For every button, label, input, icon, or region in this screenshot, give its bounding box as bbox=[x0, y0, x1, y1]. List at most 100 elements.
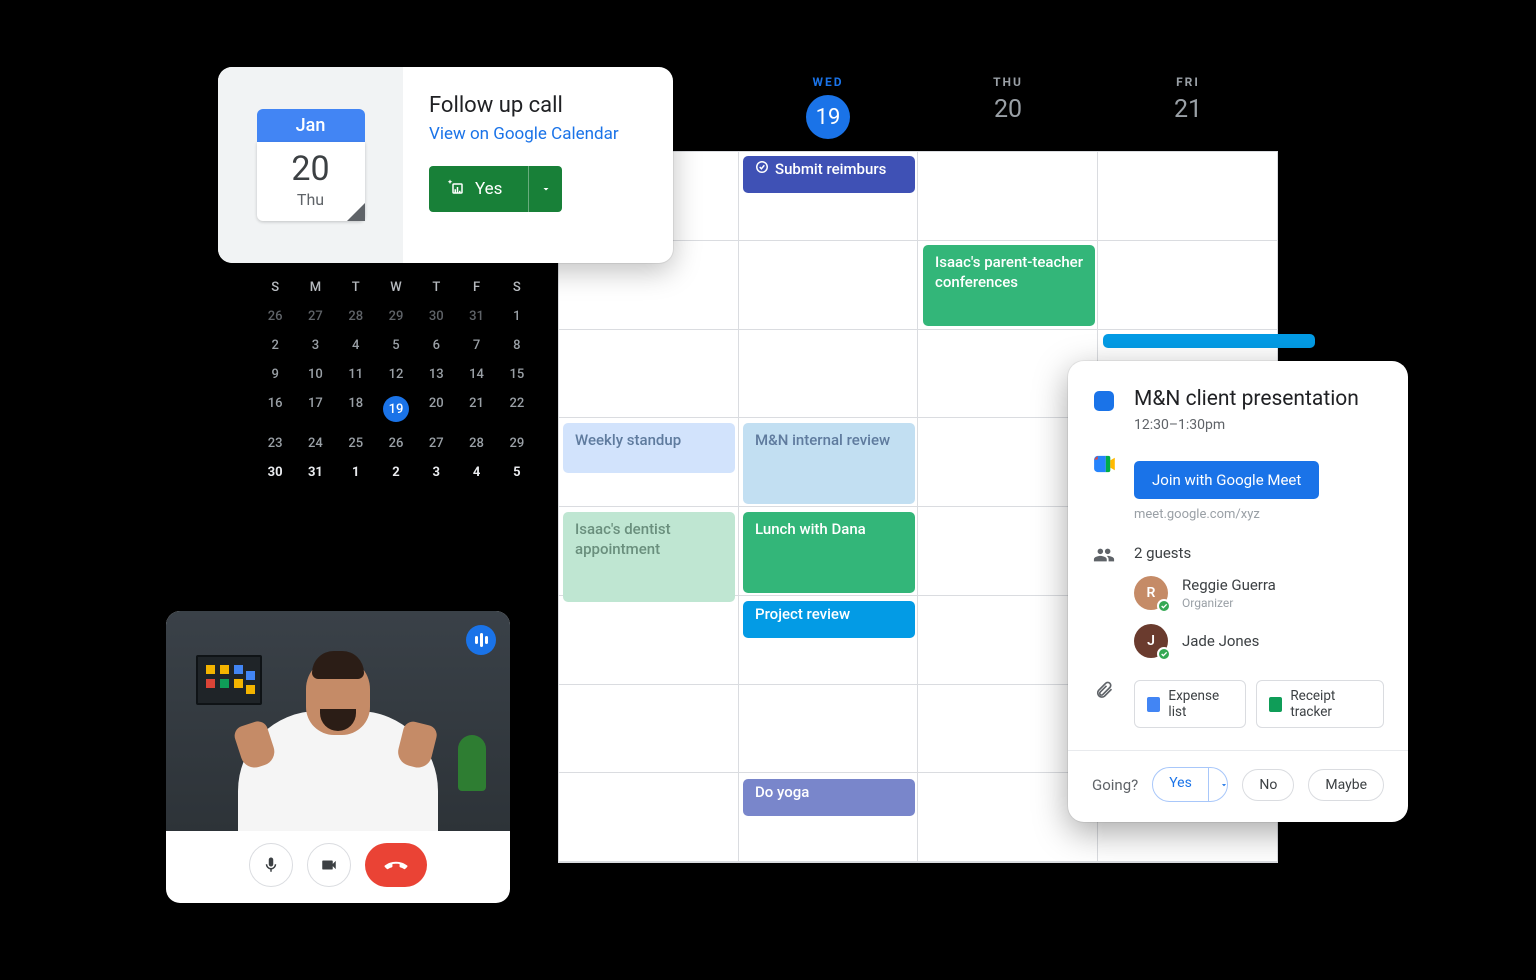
mini-cal-day[interactable]: 22 bbox=[497, 396, 537, 422]
event-color-icon bbox=[1094, 391, 1114, 411]
mini-cal-day[interactable]: 28 bbox=[336, 309, 376, 324]
mini-cal-day[interactable]: 5 bbox=[376, 338, 416, 353]
followup-date-panel: Jan 20 Thu bbox=[218, 67, 403, 263]
mini-cal-day[interactable]: 26 bbox=[255, 309, 295, 324]
week-day-header[interactable]: FRI21 bbox=[1098, 75, 1278, 139]
rsvp-yes-main[interactable]: Yes bbox=[429, 166, 528, 212]
attachment-chip[interactable]: Expense list bbox=[1134, 680, 1246, 728]
sticky-note bbox=[234, 665, 243, 674]
calendar-event[interactable]: Project review bbox=[743, 601, 915, 638]
mini-cal-day[interactable]: 23 bbox=[255, 436, 295, 451]
calendar-event[interactable] bbox=[1103, 334, 1315, 348]
camera-button[interactable] bbox=[307, 843, 351, 887]
mini-cal-day[interactable]: 11 bbox=[336, 367, 376, 382]
mini-cal-day[interactable]: 25 bbox=[336, 436, 376, 451]
mini-cal-day[interactable]: 9 bbox=[255, 367, 295, 382]
calendar-event[interactable]: Isaac's parent-teacher conferences bbox=[923, 245, 1095, 326]
going-no-button[interactable]: No bbox=[1242, 769, 1294, 801]
mini-cal-day[interactable]: 31 bbox=[456, 309, 496, 324]
mini-cal-day[interactable]: 5 bbox=[497, 465, 537, 480]
mini-cal-dow: M bbox=[295, 280, 335, 295]
mini-cal-day[interactable]: 16 bbox=[255, 396, 295, 422]
meet-link-text: meet.google.com/xyz bbox=[1134, 507, 1319, 522]
calendar-event[interactable]: Lunch with Dana bbox=[743, 512, 915, 593]
plant-decoration bbox=[458, 735, 486, 791]
mini-cal-day[interactable]: 27 bbox=[416, 436, 456, 451]
going-yes-dropdown[interactable] bbox=[1208, 768, 1229, 801]
mini-cal-day[interactable]: 30 bbox=[255, 465, 295, 480]
join-meet-button[interactable]: Join with Google Meet bbox=[1134, 461, 1319, 499]
mini-cal-day[interactable]: 4 bbox=[336, 338, 376, 353]
mini-cal-day[interactable]: 6 bbox=[416, 338, 456, 353]
event-label: M&N internal review bbox=[755, 431, 890, 449]
guests-row: 2 guests RReggie GuerraOrganizerJJade Jo… bbox=[1092, 544, 1384, 658]
grid-cell[interactable] bbox=[1098, 241, 1278, 330]
guest-item[interactable]: RReggie GuerraOrganizer bbox=[1134, 576, 1384, 610]
mute-button[interactable] bbox=[249, 843, 293, 887]
mini-cal-day[interactable]: 2 bbox=[255, 338, 295, 353]
mini-cal-day[interactable]: 1 bbox=[336, 465, 376, 480]
calendar-event[interactable]: M&N internal review bbox=[743, 423, 915, 504]
attachment-chip[interactable]: Receipt tracker bbox=[1256, 680, 1384, 728]
calendar-event[interactable]: Do yoga bbox=[743, 779, 915, 816]
followup-card: Jan 20 Thu Follow up call View on Google… bbox=[218, 67, 673, 263]
mini-cal-day[interactable]: 14 bbox=[456, 367, 496, 382]
mini-cal-day[interactable]: 12 bbox=[376, 367, 416, 382]
mini-cal-day[interactable]: 19 bbox=[376, 396, 416, 422]
going-yes-label[interactable]: Yes bbox=[1153, 768, 1208, 801]
mini-cal-day[interactable]: 30 bbox=[416, 309, 456, 324]
grid-cell[interactable] bbox=[559, 773, 739, 862]
grid-cell[interactable] bbox=[559, 330, 739, 419]
grid-cell[interactable] bbox=[739, 241, 919, 330]
mini-cal-day[interactable]: 13 bbox=[416, 367, 456, 382]
mini-cal-day[interactable]: 10 bbox=[295, 367, 335, 382]
grid-cell[interactable] bbox=[739, 685, 919, 774]
mini-cal-day[interactable]: 29 bbox=[376, 309, 416, 324]
task-check-icon bbox=[755, 160, 769, 178]
grid-cell[interactable] bbox=[918, 152, 1098, 241]
week-day-header[interactable]: WED19 bbox=[738, 75, 918, 139]
mini-cal-day[interactable]: 2 bbox=[376, 465, 416, 480]
mini-cal-day[interactable]: 4 bbox=[456, 465, 496, 480]
going-maybe-button[interactable]: Maybe bbox=[1308, 769, 1384, 801]
mini-cal-day[interactable]: 24 bbox=[295, 436, 335, 451]
grid-cell[interactable] bbox=[559, 596, 739, 685]
date-tile-month: Jan bbox=[257, 109, 365, 142]
going-yes-button[interactable]: Yes bbox=[1152, 767, 1228, 802]
video-controls bbox=[166, 831, 510, 903]
week-dow-label: WED bbox=[738, 75, 918, 89]
mini-cal-day[interactable]: 7 bbox=[456, 338, 496, 353]
attachment-label: Expense list bbox=[1168, 688, 1232, 720]
week-day-number: 21 bbox=[1098, 95, 1278, 124]
grid-cell[interactable] bbox=[1098, 152, 1278, 241]
speaking-indicator-icon bbox=[466, 625, 496, 655]
calendar-event[interactable]: Isaac's dentist appointment bbox=[563, 512, 735, 602]
mini-cal-day[interactable]: 1 bbox=[497, 309, 537, 324]
mini-cal-day[interactable]: 17 bbox=[295, 396, 335, 422]
avatar: R bbox=[1134, 576, 1168, 610]
view-on-calendar-link[interactable]: View on Google Calendar bbox=[429, 124, 647, 144]
mini-cal-day[interactable]: 15 bbox=[497, 367, 537, 382]
mini-calendar: SMTWTFS262728293031123456789101112131415… bbox=[255, 280, 537, 480]
mini-cal-day[interactable]: 26 bbox=[376, 436, 416, 451]
mini-cal-day[interactable]: 28 bbox=[456, 436, 496, 451]
mini-cal-day[interactable]: 27 bbox=[295, 309, 335, 324]
mini-cal-day[interactable]: 31 bbox=[295, 465, 335, 480]
week-day-header[interactable]: THU20 bbox=[918, 75, 1098, 139]
mini-cal-day[interactable]: 20 bbox=[416, 396, 456, 422]
calendar-event[interactable]: Submit reimburs bbox=[743, 156, 915, 193]
rsvp-yes-button[interactable]: Yes bbox=[429, 166, 562, 212]
rsvp-dropdown-button[interactable] bbox=[528, 166, 562, 212]
grid-cell[interactable] bbox=[559, 685, 739, 774]
calendar-event[interactable]: Weekly standup bbox=[563, 423, 735, 473]
guest-name: Jade Jones bbox=[1182, 632, 1259, 650]
guest-item[interactable]: JJade Jones bbox=[1134, 624, 1384, 658]
grid-cell[interactable] bbox=[739, 330, 919, 419]
mini-cal-day[interactable]: 21 bbox=[456, 396, 496, 422]
mini-cal-day[interactable]: 8 bbox=[497, 338, 537, 353]
mini-cal-day[interactable]: 29 bbox=[497, 436, 537, 451]
hang-up-button[interactable] bbox=[365, 843, 427, 887]
mini-cal-day[interactable]: 3 bbox=[295, 338, 335, 353]
mini-cal-day[interactable]: 3 bbox=[416, 465, 456, 480]
mini-cal-day[interactable]: 18 bbox=[336, 396, 376, 422]
